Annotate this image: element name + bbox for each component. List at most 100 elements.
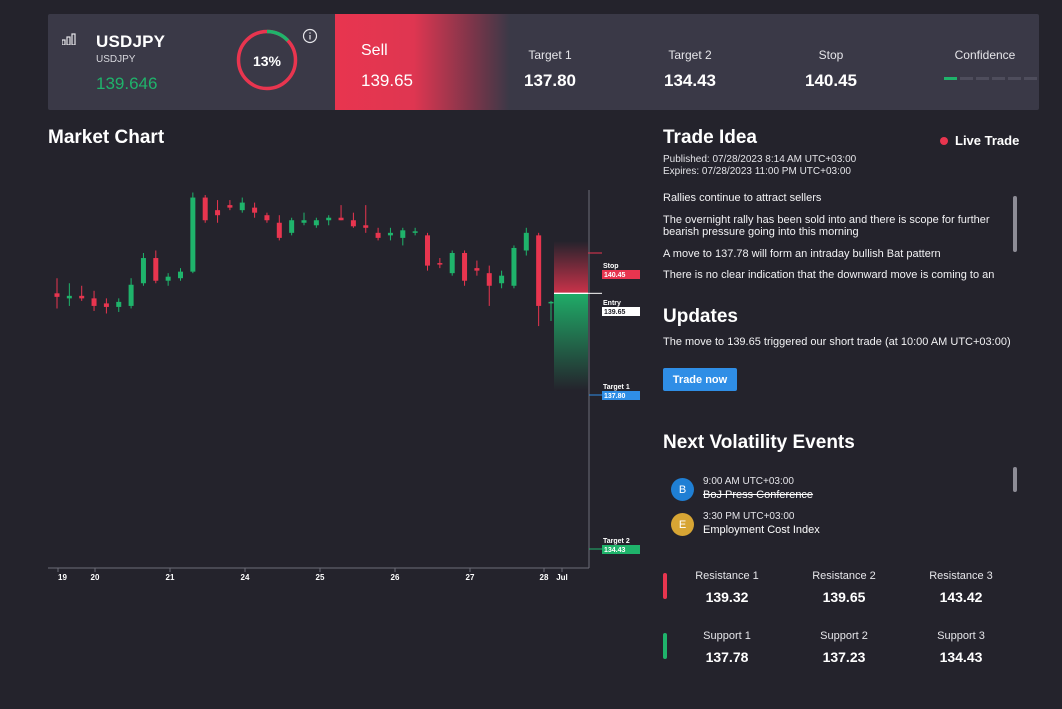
candle-body bbox=[165, 276, 171, 281]
resistance-level: Resistance 2 139.65 bbox=[784, 570, 904, 605]
volatility-event[interactable]: E 3:30 PM UTC+03:00 Employment Cost Inde… bbox=[671, 511, 820, 536]
level-label: Resistance 1 bbox=[695, 570, 759, 582]
volatility-event[interactable]: B 9:00 AM UTC+03:00 BoJ Press Conference bbox=[671, 476, 813, 501]
candle-body bbox=[511, 247, 517, 286]
published-date: Published: 07/28/2023 8:14 AM UTC+03:00 bbox=[663, 154, 857, 165]
target2-level-tag bbox=[602, 545, 640, 554]
candlestick-chart[interactable]: 19 20 21 24 25 26 27 28 Jul Stop 140.45 Entry 13… bbox=[48, 160, 643, 585]
x-tick-label: 21 bbox=[166, 573, 175, 582]
trade-now-button[interactable]: Trade now bbox=[663, 368, 737, 391]
candle-body bbox=[449, 253, 455, 274]
stop-value: 140.45 bbox=[805, 71, 857, 90]
support-level: Support 1 137.78 bbox=[667, 630, 787, 665]
confidence-segment bbox=[944, 77, 957, 80]
candle-body bbox=[301, 220, 307, 223]
x-tick-label: 20 bbox=[91, 573, 100, 582]
entry-level-tag bbox=[602, 307, 640, 316]
event-time: 3:30 PM UTC+03:00 bbox=[703, 511, 795, 522]
x-tick-label: Jul bbox=[556, 573, 568, 582]
candle-body bbox=[276, 222, 282, 238]
candle-body bbox=[474, 268, 480, 271]
stop-level-label: Stop bbox=[603, 263, 619, 270]
target2-level-label: Target 2 bbox=[603, 538, 630, 545]
stop-zone bbox=[554, 241, 588, 294]
idea-paragraph: Rallies continue to attract sellers bbox=[663, 192, 822, 204]
direction-price: 139.65 bbox=[361, 71, 413, 90]
x-tick-label: 26 bbox=[391, 573, 400, 582]
resistance-level: Resistance 3 143.42 bbox=[901, 570, 1021, 605]
event-name: Employment Cost Index bbox=[703, 524, 820, 536]
volatility-title: Next Volatility Events bbox=[663, 432, 855, 453]
confidence-meter bbox=[944, 77, 1037, 80]
candle-body bbox=[140, 258, 146, 284]
direction-label: Sell bbox=[361, 42, 388, 59]
candle-body bbox=[313, 220, 319, 226]
volatility-scrollbar[interactable] bbox=[1013, 467, 1017, 492]
candle-body bbox=[548, 301, 554, 304]
level-value: 137.23 bbox=[822, 649, 866, 665]
candle-body bbox=[523, 232, 529, 251]
candle-body bbox=[289, 220, 295, 233]
stop-level-value: 140.45 bbox=[604, 272, 626, 279]
level-label: Support 2 bbox=[820, 630, 868, 642]
live-dot-icon bbox=[940, 136, 948, 145]
confidence-label: Confidence bbox=[954, 48, 1016, 62]
candle-body bbox=[412, 231, 418, 233]
level-value: 143.42 bbox=[939, 589, 983, 605]
stop-stat: Stop 140.45 bbox=[776, 48, 886, 91]
candle-body bbox=[437, 263, 443, 265]
profit-zone bbox=[554, 293, 588, 391]
live-trade-label: Live Trade bbox=[955, 133, 1020, 148]
resistance-marker bbox=[663, 573, 667, 599]
candle-body bbox=[363, 225, 369, 228]
entry-level-value: 139.65 bbox=[604, 309, 626, 316]
target1-value: 137.80 bbox=[524, 71, 576, 90]
candle-body bbox=[486, 273, 492, 286]
candle-body bbox=[252, 207, 258, 213]
direction-panel bbox=[335, 14, 510, 110]
target2-stat: Target 2 134.43 bbox=[635, 48, 745, 91]
symbol-subtitle: USDJPY bbox=[96, 54, 136, 65]
percent-ring bbox=[236, 29, 298, 91]
idea-paragraph: A move to 137.78 will form an intraday b… bbox=[663, 247, 941, 260]
candle-body bbox=[338, 217, 344, 221]
symbol-price: 139.646 bbox=[96, 74, 158, 93]
instrument-header: USDJPY USDJPY 139.646 13% Sell 139.65 Ta… bbox=[48, 14, 1039, 110]
level-label: Support 1 bbox=[703, 630, 751, 642]
trade-idea-scrollbar[interactable] bbox=[1013, 196, 1017, 252]
idea-paragraph: There is no clear indication that the do… bbox=[663, 269, 995, 281]
candle-body bbox=[462, 253, 468, 281]
level-value: 134.43 bbox=[939, 649, 983, 665]
info-icon[interactable] bbox=[302, 28, 318, 44]
candle-body bbox=[239, 202, 245, 211]
trade-idea-text[interactable]: Rallies continue to attract sellers The … bbox=[663, 192, 1008, 284]
confidence-segment bbox=[1008, 77, 1021, 80]
x-tick-label: 19 bbox=[58, 573, 67, 582]
candle-body bbox=[79, 295, 85, 299]
confidence-segment bbox=[976, 77, 989, 80]
stop-level-tag bbox=[602, 270, 640, 279]
support-level: Support 3 134.43 bbox=[901, 630, 1021, 665]
resistance-level: Resistance 1 139.32 bbox=[667, 570, 787, 605]
candle-body bbox=[326, 217, 332, 221]
target1-level-tag bbox=[602, 391, 640, 400]
x-tick-label: 27 bbox=[466, 573, 475, 582]
target1-label: Target 1 bbox=[528, 48, 572, 62]
stop-label: Stop bbox=[818, 48, 844, 62]
entry-level-label: Entry bbox=[603, 300, 621, 307]
candle-body bbox=[536, 235, 542, 306]
candle-body bbox=[202, 197, 208, 221]
candle-body bbox=[387, 232, 393, 236]
candle-body bbox=[400, 230, 406, 238]
candle-body bbox=[153, 258, 159, 281]
support-level: Support 2 137.23 bbox=[784, 630, 904, 665]
bar-chart-icon[interactable] bbox=[62, 33, 76, 45]
target2-value: 134.43 bbox=[664, 71, 716, 90]
candle-body bbox=[103, 303, 109, 307]
target2-label: Target 2 bbox=[668, 48, 712, 62]
confidence-segment bbox=[1024, 77, 1037, 80]
trade-idea-title: Trade Idea bbox=[663, 127, 757, 148]
symbol-name: USDJPY bbox=[96, 32, 166, 51]
target1-level-value: 137.80 bbox=[604, 393, 626, 400]
expires-date: Expires: 07/28/2023 11:00 PM UTC+03:00 bbox=[663, 166, 851, 177]
